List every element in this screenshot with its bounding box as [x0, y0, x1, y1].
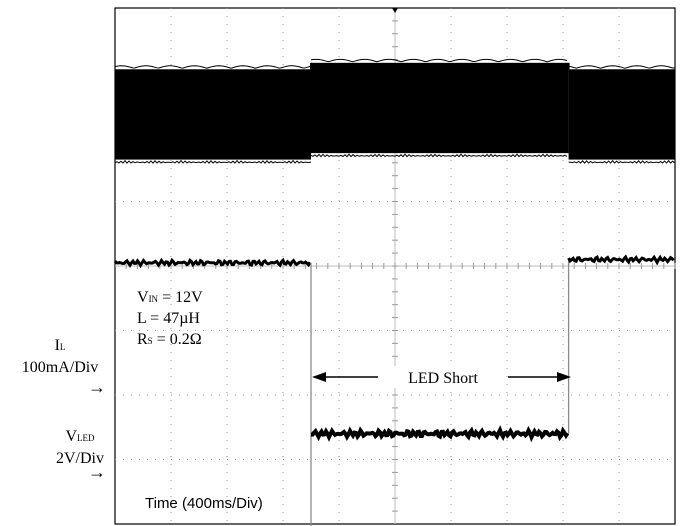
trace-vled-during-short — [310, 425, 570, 443]
trace-il-edge-bottom — [114, 159, 312, 164]
channel-il-scale: 100mA/Div — [22, 359, 98, 376]
trace-il-edge-bottom — [568, 159, 675, 164]
trace-il-band — [115, 69, 311, 160]
trigger-marker — [392, 8, 398, 13]
channel-il-marker: → — [88, 377, 106, 397]
condition-inductance-value: L = 47µH — [137, 310, 200, 327]
condition-vin-prefix: V — [137, 289, 149, 306]
trace-il-band — [568, 69, 675, 160]
condition-rs-sub: S — [148, 336, 153, 346]
trace-vled-post-short — [567, 254, 675, 266]
trace-il-edge-top — [568, 65, 675, 69]
channel-vled-label: VLED — [65, 428, 95, 445]
channel-il-prefix: I — [55, 337, 60, 354]
condition-rs: RS = 0.2Ω — [137, 331, 202, 348]
condition-vin: VIN = 12V — [137, 289, 203, 306]
trace-il-edge-bottom — [310, 153, 568, 158]
trace-il-band — [311, 62, 569, 154]
condition-inductance: L = 47µH — [137, 310, 200, 327]
condition-vin-sub: IN — [149, 294, 159, 304]
trace-vled-pre-short — [113, 257, 312, 269]
channel-il-label: IL — [55, 337, 66, 354]
channel-vled-sub: LED — [77, 433, 95, 443]
channel-il-sub: L — [60, 342, 66, 352]
channel-vled-prefix: V — [65, 428, 77, 445]
trace-il-edge-top — [310, 58, 568, 63]
condition-rs-prefix: R — [137, 331, 148, 348]
condition-vin-value: = 12V — [158, 289, 203, 306]
traces — [113, 58, 675, 526]
led-short-arrowhead-left — [312, 372, 326, 382]
x-axis-label: Time (400ms/Div) — [145, 495, 263, 512]
condition-rs-value: = 0.2Ω — [153, 331, 202, 348]
led-short-arrowhead-right — [557, 372, 571, 382]
led-short-label-bg — [382, 366, 504, 388]
channel-vled-scale: 2V/Div — [56, 450, 104, 467]
channel-vled-marker: → — [88, 462, 106, 482]
led-short-label: LED Short — [408, 370, 478, 387]
trace-il-edge-top — [114, 65, 312, 69]
